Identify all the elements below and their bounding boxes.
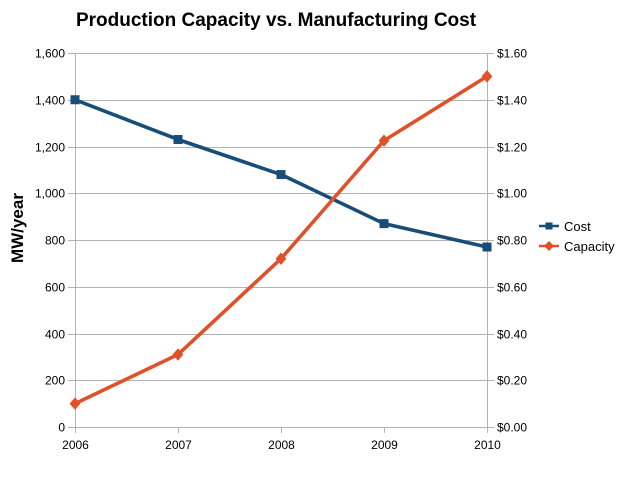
cost-marker [276, 170, 286, 180]
y-left-tick-label: 800 [45, 234, 65, 248]
cost-marker [482, 242, 492, 252]
capacity-marker [69, 397, 81, 410]
y-left-tick-label: 0 [58, 421, 65, 435]
y-right-tick-label: $1.60 [497, 47, 527, 61]
y-right-tick-label: $0.20 [497, 374, 527, 388]
y-left-tick-label: 1,600 [35, 47, 65, 61]
chart-title: Production Capacity vs. Manufacturing Co… [75, 10, 477, 31]
capacity-marker [172, 348, 184, 361]
x-tick-label: 2010 [474, 438, 501, 452]
y-right-tick-label: $0.40 [497, 328, 527, 342]
y-right-tick-label: $1.20 [497, 141, 527, 155]
cost-marker [70, 95, 80, 105]
y-left-tick-label: 1,400 [35, 94, 65, 108]
legend-label-capacity: Capacity [564, 238, 615, 254]
y-right-tick-label: $1.00 [497, 187, 527, 201]
y-left-tick-label: 1,200 [35, 141, 65, 155]
y-right-tick-label: $1.40 [497, 94, 527, 108]
x-tick-label: 2008 [268, 438, 295, 452]
legend-label-cost: Cost [564, 218, 591, 234]
capacity-marker [378, 134, 390, 147]
capacity-marker [481, 70, 493, 83]
legend-item-cost: Cost [538, 216, 615, 236]
y-left-tick-label: 200 [45, 374, 65, 388]
x-tick-label: 2007 [165, 438, 192, 452]
y-left-tick-label: 600 [45, 281, 65, 295]
y-right-tick-label: $0.60 [497, 281, 527, 295]
cost-marker [173, 134, 183, 144]
cost-marker [379, 219, 389, 229]
y-right-tick-label: $0.00 [497, 421, 527, 435]
capacity-marker [275, 252, 287, 265]
x-tick-label: 2009 [371, 438, 398, 452]
y-left-tick-label: 1,000 [35, 187, 65, 201]
y-right-tick-label: $0.80 [497, 234, 527, 248]
legend: Cost Capacity [538, 216, 615, 256]
capacity-legend-marker-icon [539, 241, 559, 251]
y-left-tick-label: 400 [45, 328, 65, 342]
legend-item-capacity: Capacity [538, 236, 615, 256]
cost-legend-marker-icon [539, 222, 559, 230]
x-tick-label: 2006 [62, 438, 89, 452]
